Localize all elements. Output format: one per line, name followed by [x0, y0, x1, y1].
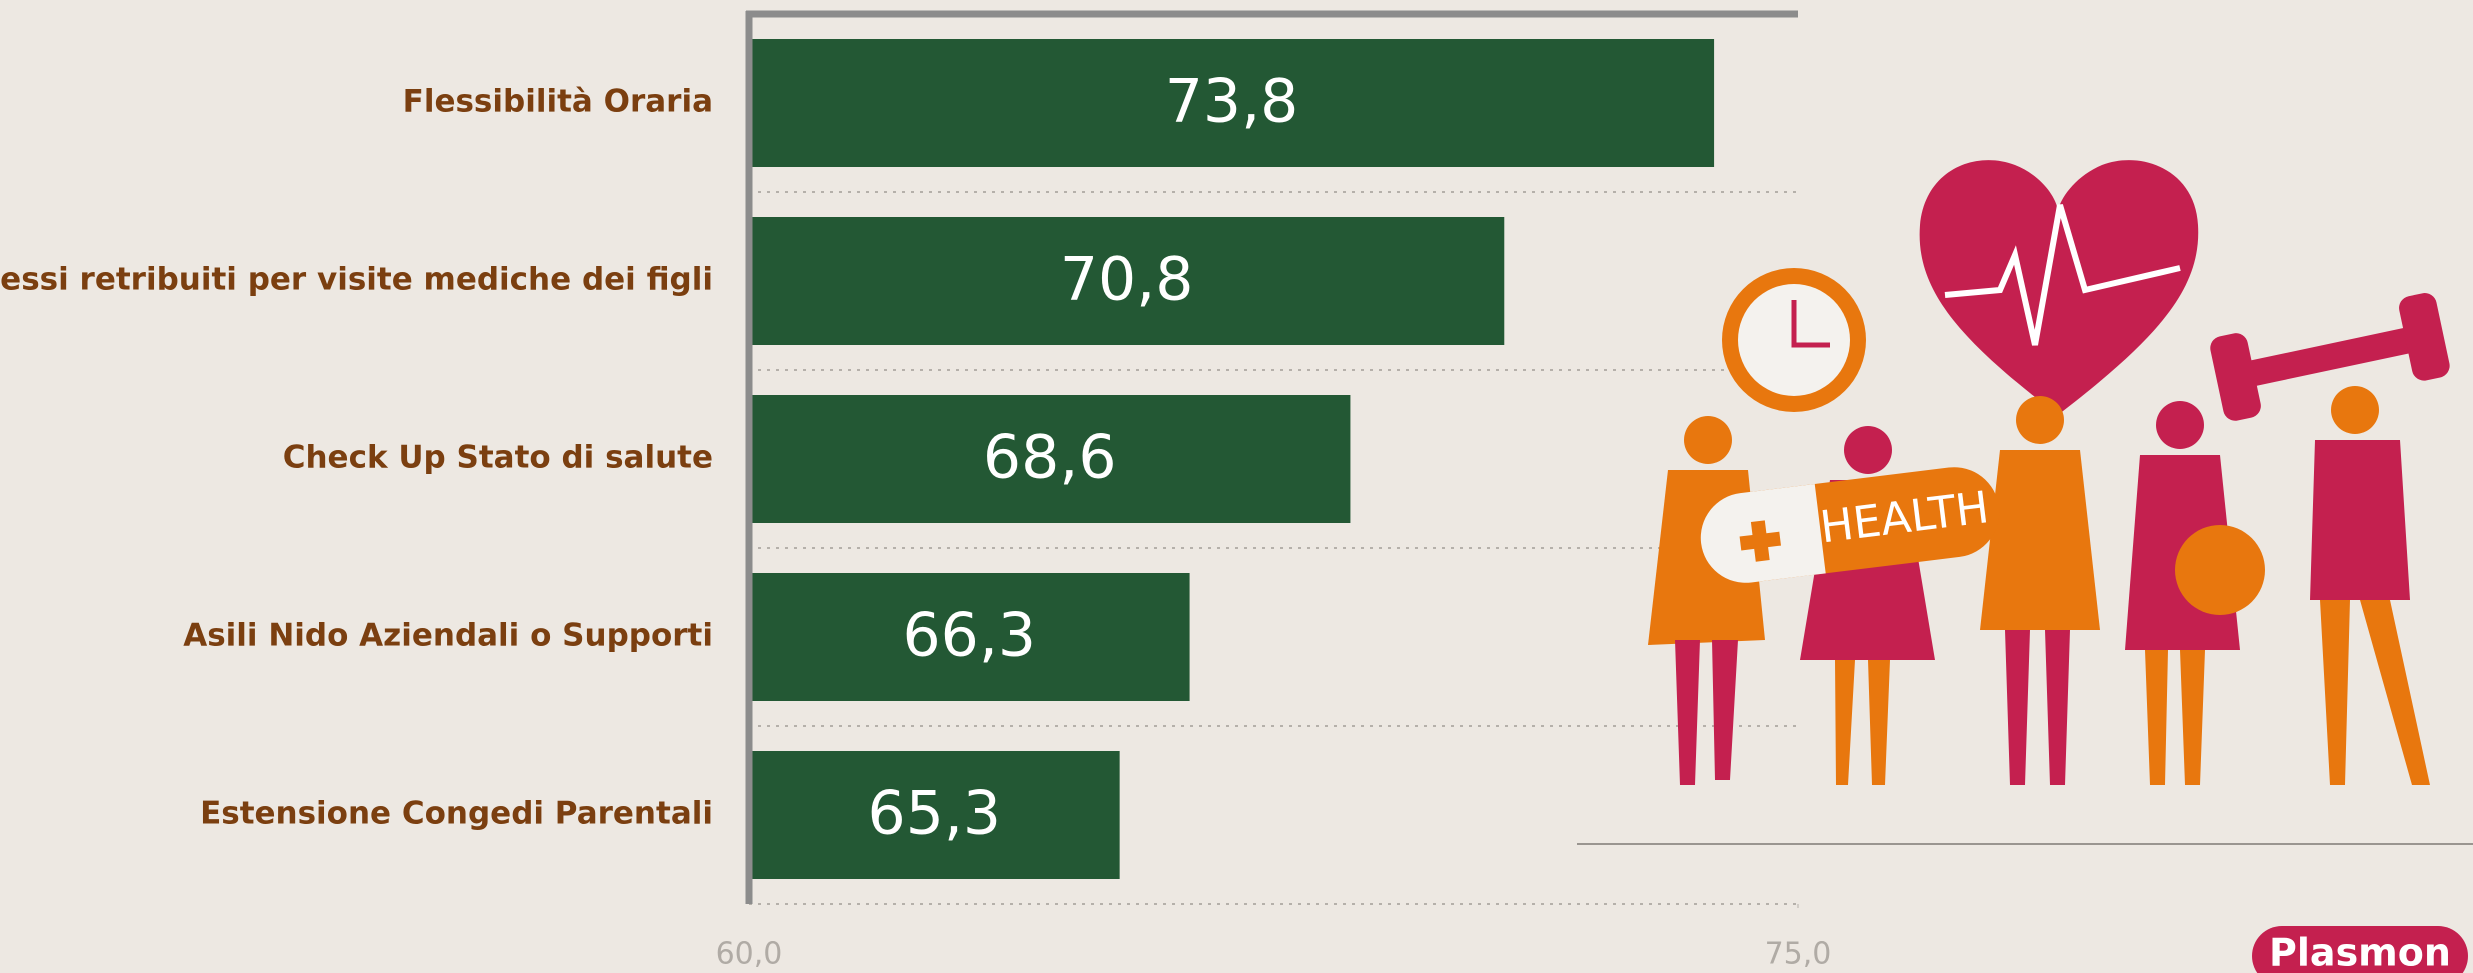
- category-label: Permessi retribuiti per visite mediche d…: [0, 262, 713, 298]
- category-label: Check Up Stato di salute: [283, 440, 713, 476]
- category-label: Flessibilità Oraria: [403, 84, 713, 120]
- value-label: 70,8: [1060, 245, 1194, 315]
- brand-name: Plasmon: [2269, 931, 2451, 973]
- x-tick-label: 60,0: [716, 937, 783, 972]
- value-label: 65,3: [868, 779, 1002, 849]
- category-label: Estensione Congedi Parentali: [200, 796, 713, 832]
- category-label: Asili Nido Aziendali o Supporti: [183, 618, 713, 654]
- value-label: 66,3: [902, 601, 1036, 671]
- chart: 73,8 Flessibilità Oraria 70,8 Permessi retr…: [0, 0, 2473, 973]
- page: 73,8 Flessibilità Oraria 70,8 Permessi retr…: [0, 0, 2473, 973]
- value-label: 68,6: [983, 423, 1117, 493]
- x-tick-label: 75,0: [1765, 937, 1832, 972]
- logo: Plasmon: [2252, 926, 2468, 973]
- value-label: 73,8: [1165, 67, 1299, 137]
